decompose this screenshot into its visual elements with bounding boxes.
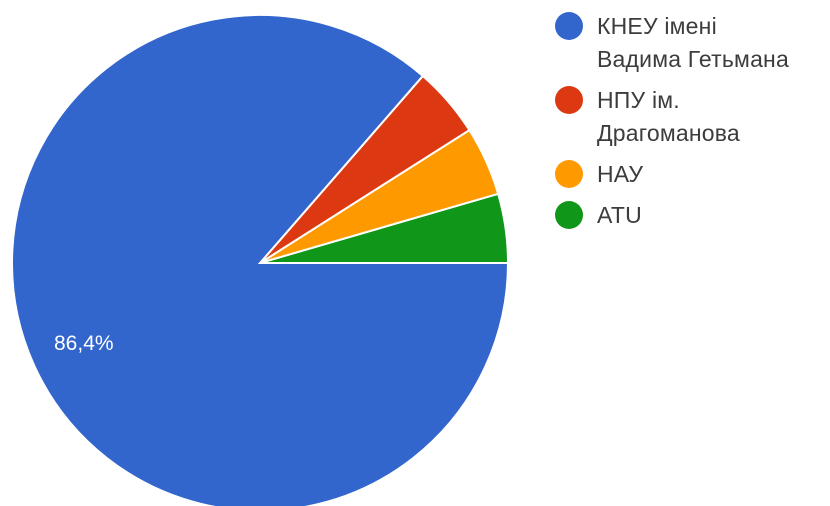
legend-item-kneu[interactable]: КНЕУ імені Вадима Гетьмана [555,10,825,76]
legend-swatch-kneu [555,12,583,40]
legend-item-atu[interactable]: ATU [555,199,825,232]
pie-chart: 86,4% [11,14,510,506]
legend-label-atu: ATU [597,202,642,228]
legend-label-nau: НАУ [597,161,644,187]
legend-item-npu[interactable]: НПУ ім. Драгоманова [555,84,825,150]
pie-slice-kneu[interactable] [11,14,510,506]
legend-item-nau[interactable]: НАУ [555,158,825,191]
legend-swatch-atu [555,201,583,229]
data-label-kneu: 86,4% [54,332,114,355]
legend: КНЕУ імені Вадима Гетьмана НПУ ім. Драго… [555,10,825,240]
legend-label-npu: НПУ ім. Драгоманова [597,87,740,146]
legend-swatch-nau [555,160,583,188]
legend-label-kneu: КНЕУ імені Вадима Гетьмана [597,13,789,72]
legend-swatch-npu [555,86,583,114]
